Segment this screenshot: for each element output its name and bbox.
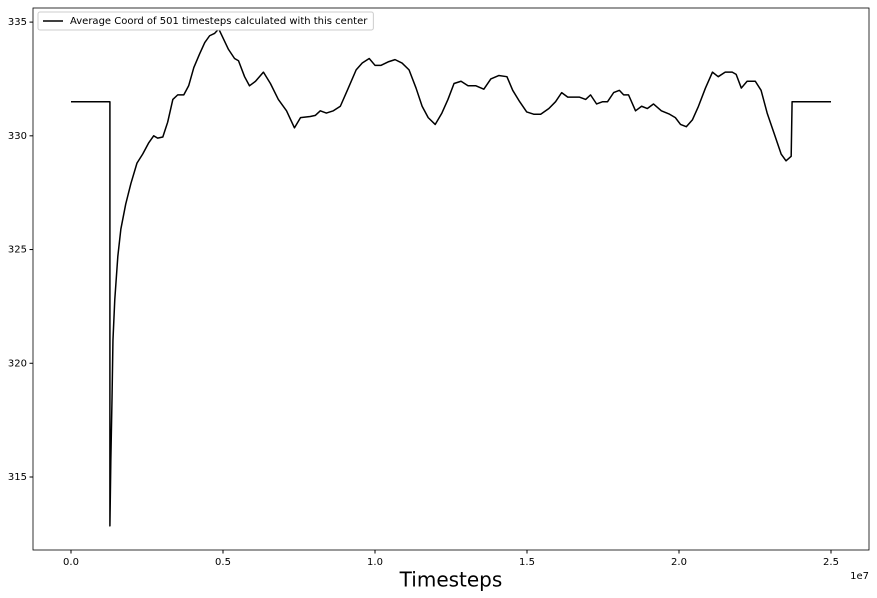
plot-frame: [32, 7, 870, 551]
x-axis-label: Timesteps: [399, 568, 503, 592]
legend-box: [37, 11, 374, 31]
data-line: [71, 28, 831, 527]
x-tick-label: 0.5: [215, 557, 231, 568]
x-tick-label: 1.5: [519, 557, 535, 568]
legend-label: Average Coord of 501 timesteps calculate…: [70, 16, 368, 27]
x-tick-label: 2.0: [671, 557, 687, 568]
y-tick-label: 330: [8, 131, 27, 142]
y-tick-label: 325: [8, 245, 27, 256]
x-tick-label: 0.0: [63, 557, 79, 568]
y-tick-label: 320: [8, 358, 27, 369]
x-tick-label: 2.5: [823, 557, 839, 568]
y-tick-label: 335: [8, 17, 27, 28]
y-tick-label: 315: [8, 472, 27, 483]
x-tick-label: 1.0: [367, 557, 383, 568]
x-offset-label: 1e7: [850, 571, 869, 582]
